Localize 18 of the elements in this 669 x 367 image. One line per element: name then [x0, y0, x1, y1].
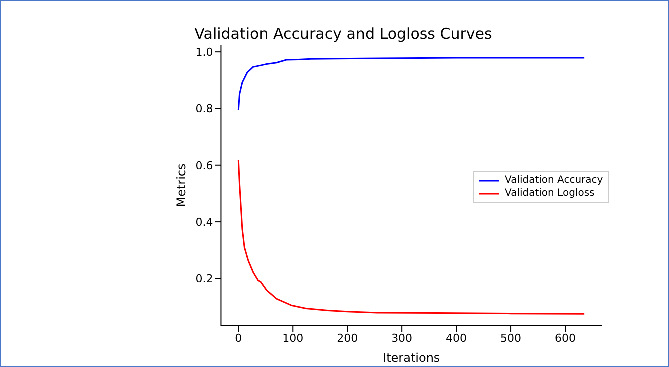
legend-label: Validation Logloss: [505, 187, 595, 200]
y-tick-label: 0.8: [196, 102, 214, 116]
y-tick-label: 0.2: [196, 272, 214, 286]
y-tick-label: 0.6: [196, 159, 214, 172]
x-tick-label: 300: [392, 332, 413, 345]
x-tick-label: 500: [500, 332, 522, 345]
x-axis-title: Iterations: [383, 351, 440, 365]
y-tick-label: 1.0: [196, 46, 214, 59]
x-tick-label: 0: [235, 332, 242, 345]
chart-title: Validation Accuracy and Logloss Curves: [194, 25, 494, 43]
legend-label: Validation Accuracy: [505, 174, 604, 187]
x-tick-label: 600: [555, 332, 576, 345]
y-axis-title: Metrics: [174, 164, 188, 208]
line-series: [238, 57, 586, 111]
x-tick-label: 200: [337, 332, 358, 345]
x-tick-label: 400: [446, 332, 468, 345]
x-tick-label: 100: [282, 332, 304, 345]
y-tick-label: 0.4: [196, 216, 214, 229]
